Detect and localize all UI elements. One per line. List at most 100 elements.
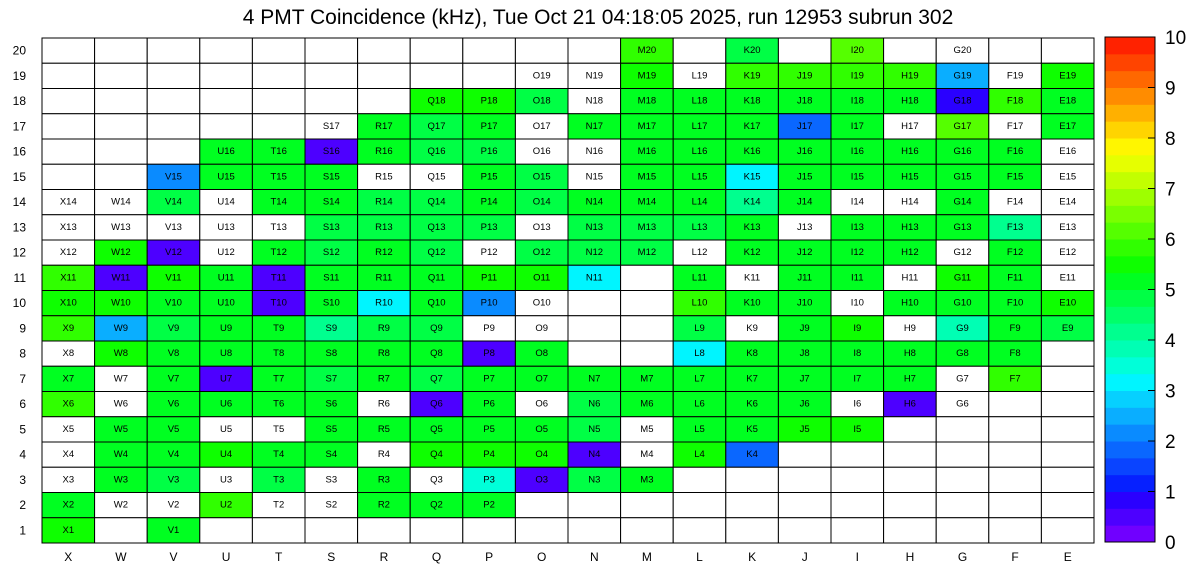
- cell-label: Q16: [428, 146, 446, 157]
- cell-label: K9: [746, 323, 758, 334]
- cell-label: P7: [483, 373, 495, 384]
- cell-label: T6: [273, 399, 284, 410]
- heatmap-cell: [251, 88, 306, 115]
- cell-label: R5: [378, 424, 390, 435]
- cell-label: F11: [1007, 272, 1023, 283]
- cell-label: K14: [744, 197, 761, 208]
- cell-label: K7: [746, 373, 758, 384]
- x-tick-label: Q: [432, 550, 441, 564]
- cell-label: H11: [902, 272, 919, 283]
- heatmap-cell: [94, 88, 148, 115]
- cell-label: R3: [378, 474, 390, 485]
- heatmap-cell: [935, 62, 990, 89]
- colorbar-segment: [1105, 390, 1155, 408]
- x-tick-label: M: [642, 550, 652, 564]
- heatmap-cell: [777, 441, 832, 468]
- heatmap-cell: [672, 466, 727, 493]
- cell-label: V2: [168, 500, 180, 511]
- colorbar-tick-label: 0: [1165, 533, 1176, 554]
- x-tick-label: G: [958, 550, 967, 564]
- y-tick-label: 17: [13, 119, 27, 133]
- heatmap-cell: [883, 37, 937, 64]
- heatmap-cell: [567, 416, 622, 443]
- cell-label: I11: [851, 272, 864, 283]
- cell-label: P14: [481, 197, 498, 208]
- cell-label: T13: [271, 222, 287, 233]
- cell-label: T8: [273, 348, 284, 359]
- cell-label: R14: [375, 197, 392, 208]
- heatmap-cell: [567, 340, 622, 367]
- cell-label: X5: [62, 424, 74, 435]
- x-tick-label: K: [748, 550, 756, 564]
- heatmap-cell: [304, 466, 359, 493]
- heatmap-cell: [304, 163, 359, 190]
- cell-label: N11: [586, 272, 603, 283]
- heatmap-cell: [725, 441, 779, 468]
- heatmap-cell: [725, 62, 779, 89]
- cell-label: T7: [273, 373, 284, 384]
- heatmap-cell: [462, 517, 516, 544]
- cell-label: P9: [483, 323, 495, 334]
- cell-label: F14: [1007, 197, 1023, 208]
- heatmap-cell: [1040, 62, 1095, 89]
- heatmap-cell: [988, 391, 1042, 418]
- heatmap-cell: [672, 517, 727, 544]
- heatmap-cell: [725, 113, 779, 140]
- heatmap-cell: [567, 290, 622, 317]
- colorbar-segment: [1105, 424, 1155, 442]
- cell-label: H10: [901, 298, 918, 309]
- cell-label: R17: [375, 121, 392, 132]
- cell-label: I10: [851, 298, 864, 309]
- cell-label: F9: [1010, 323, 1021, 334]
- heatmap-cell: [199, 113, 253, 140]
- heatmap-cell: [988, 290, 1042, 317]
- cell-label: J15: [797, 171, 812, 182]
- cell-label: I20: [851, 45, 864, 56]
- y-tick-label: 5: [19, 422, 26, 436]
- cell-label: F15: [1007, 171, 1023, 182]
- cell-label: O13: [533, 222, 551, 233]
- heatmap-cell: [357, 441, 411, 468]
- colorbar-segment: [1105, 205, 1155, 223]
- heatmap-cell: [830, 466, 885, 493]
- heatmap-cell: [777, 264, 832, 291]
- cell-label: Q8: [430, 348, 443, 359]
- cell-label: J10: [797, 298, 812, 309]
- cell-label: N4: [588, 449, 600, 460]
- heatmap-cell: [199, 517, 253, 544]
- colorbar-segment: [1105, 87, 1155, 105]
- cell-label: F18: [1007, 96, 1023, 107]
- heatmap-cell: [41, 441, 96, 468]
- cell-label: O5: [535, 424, 548, 435]
- cell-label: E17: [1059, 121, 1076, 132]
- cell-label: V13: [165, 222, 182, 233]
- heatmap-cell: [672, 290, 727, 317]
- heatmap-cell: [1040, 214, 1095, 241]
- cell-label: S13: [323, 222, 340, 233]
- heatmap-cell: [672, 391, 727, 418]
- cell-label: F13: [1007, 222, 1023, 233]
- cell-label: T16: [271, 146, 287, 157]
- colorbar-segment: [1105, 104, 1155, 122]
- cell-label: N7: [588, 373, 600, 384]
- cell-label: J13: [797, 222, 812, 233]
- cell-label: V1: [168, 525, 180, 536]
- heatmap-cell: [567, 492, 622, 519]
- cell-label: I7: [853, 373, 861, 384]
- heatmap-cell: [620, 315, 674, 342]
- colorbar-segment: [1105, 340, 1155, 358]
- cell-label: N18: [586, 96, 603, 107]
- heatmap-cell: [1040, 517, 1095, 544]
- colorbar-segment: [1105, 53, 1155, 72]
- cell-label: L10: [692, 298, 708, 309]
- heatmap-cell: [1040, 466, 1095, 493]
- y-tick-label: 1: [19, 523, 26, 537]
- heatmap-cell: [304, 239, 359, 266]
- heatmap-cell: [988, 113, 1042, 140]
- cell-label: M16: [638, 146, 656, 157]
- cell-label: X7: [62, 373, 74, 384]
- cell-label: M17: [638, 121, 656, 132]
- cell-label: Q4: [430, 449, 443, 460]
- cell-label: U2: [220, 500, 232, 511]
